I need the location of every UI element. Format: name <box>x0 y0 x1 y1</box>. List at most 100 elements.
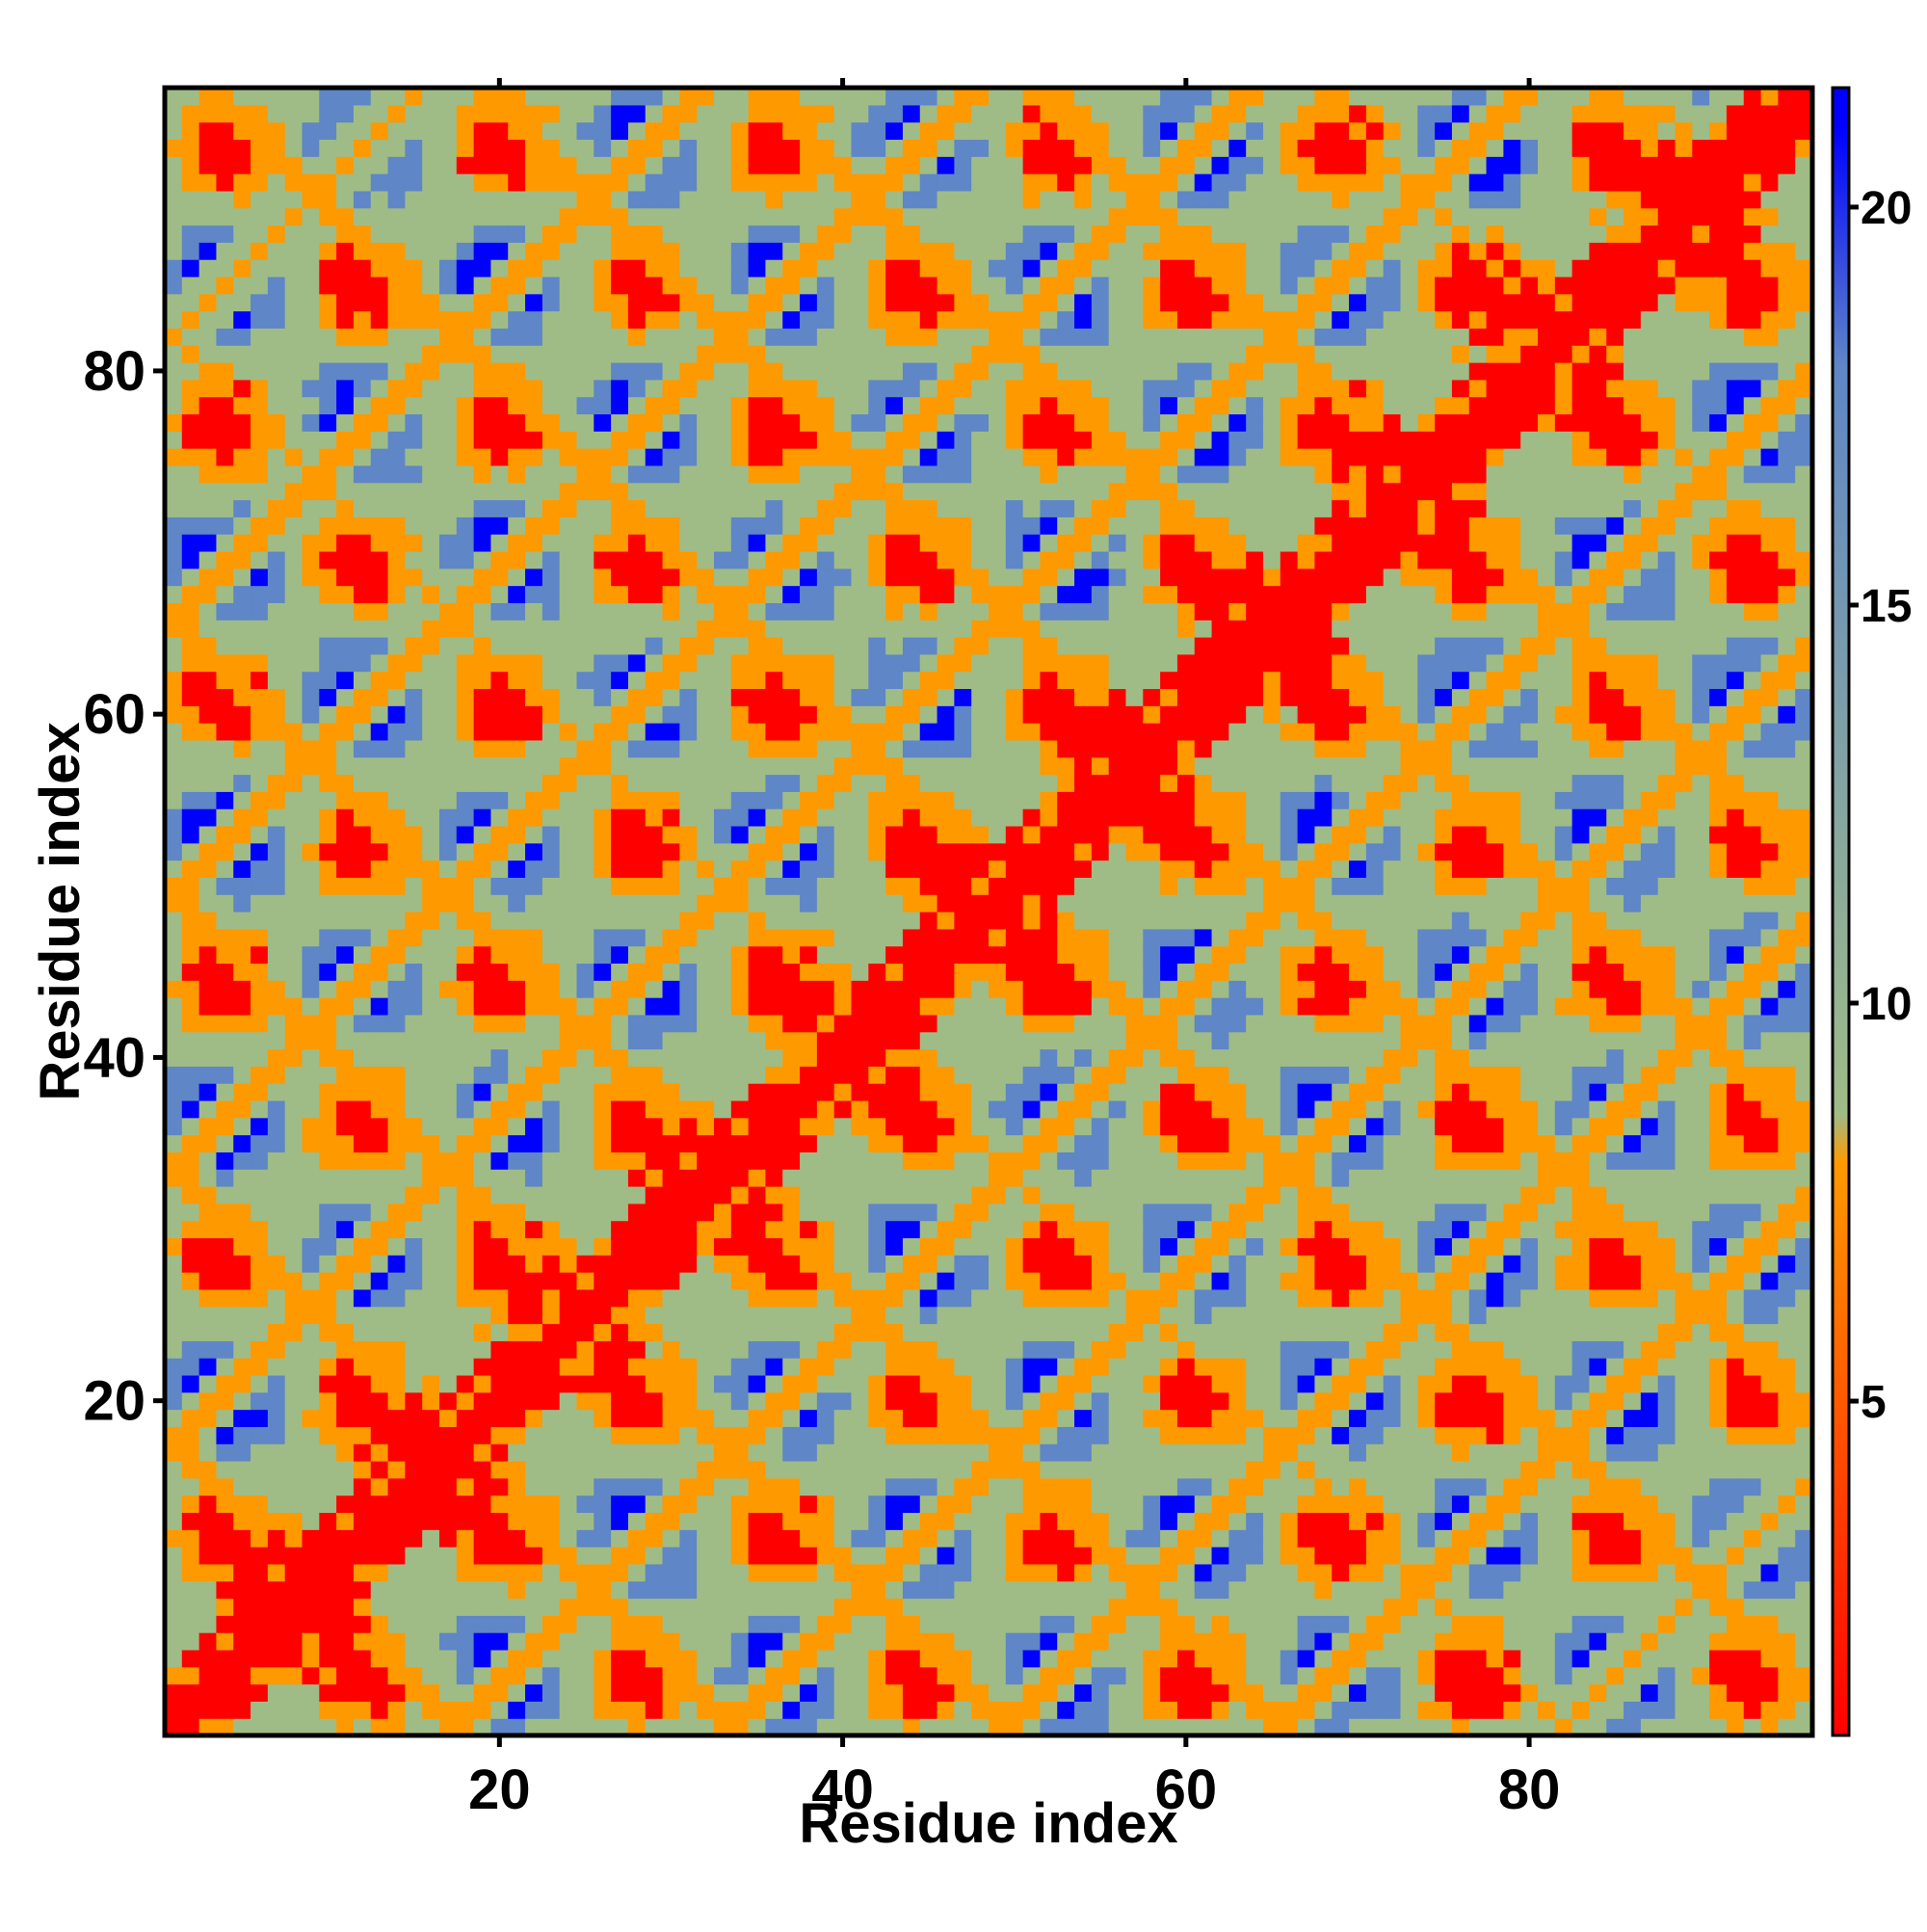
heatmap-cell <box>800 774 818 792</box>
heatmap-cell <box>782 1580 801 1600</box>
heatmap-cell <box>336 1288 355 1308</box>
heatmap-cell <box>576 534 594 552</box>
heatmap-cell <box>198 1134 218 1152</box>
heatmap-cell <box>284 88 304 106</box>
heatmap-cell <box>627 894 647 913</box>
heatmap-cell <box>730 756 750 776</box>
heatmap-cell <box>559 860 578 878</box>
heatmap-cell <box>662 1048 680 1067</box>
heatmap-cell <box>851 1186 869 1204</box>
heatmap-cell <box>267 464 286 484</box>
heatmap-cell <box>851 1409 869 1427</box>
heatmap-cell <box>919 1186 938 1204</box>
heatmap-cell <box>559 1649 578 1668</box>
heatmap-cell <box>490 1134 509 1152</box>
heatmap-cell <box>422 928 440 947</box>
heatmap-cell <box>611 156 629 174</box>
heatmap-cell <box>868 997 886 1016</box>
heatmap-cell <box>302 121 320 141</box>
heatmap-cell <box>971 688 990 706</box>
heatmap-cell <box>645 1443 664 1462</box>
heatmap-cell <box>833 1443 853 1462</box>
heatmap-cell <box>422 1512 440 1530</box>
heatmap-cell <box>336 1134 355 1152</box>
heatmap-cell <box>336 259 355 278</box>
heatmap-cell <box>251 1563 269 1582</box>
heatmap-cell <box>885 1615 904 1633</box>
heatmap-cell <box>833 1461 853 1479</box>
heatmap-cell <box>800 1203 818 1222</box>
heatmap-cell <box>611 1048 629 1067</box>
heatmap-cell <box>697 963 715 981</box>
heatmap-cell <box>490 482 509 501</box>
heatmap-cell <box>541 464 561 484</box>
heatmap-cell <box>353 207 372 226</box>
heatmap-cell <box>714 1495 732 1514</box>
heatmap-cell <box>765 705 783 724</box>
heatmap-cell <box>267 945 286 965</box>
heatmap-cell <box>456 637 475 655</box>
heatmap-cell <box>576 1461 594 1479</box>
heatmap-cell <box>662 448 680 466</box>
heatmap-cell <box>662 842 680 861</box>
heatmap-cell <box>611 1683 629 1702</box>
heatmap-cell <box>284 1288 304 1308</box>
heatmap-cell <box>594 1683 612 1702</box>
heatmap-cell <box>559 1237 578 1256</box>
heatmap-cell <box>645 1683 664 1702</box>
heatmap-cell <box>336 1358 355 1376</box>
heatmap-cell <box>937 928 955 947</box>
heatmap-cell <box>336 1701 355 1719</box>
heatmap-cell <box>919 156 938 174</box>
heatmap-cell <box>541 1099 561 1119</box>
heatmap-cell <box>697 860 715 878</box>
heatmap-cell <box>405 1461 423 1479</box>
heatmap-cell <box>851 448 869 466</box>
heatmap-cell <box>541 1391 561 1411</box>
heatmap-cell <box>1022 1666 1042 1685</box>
heatmap-cell <box>885 1048 904 1067</box>
heatmap-cell <box>233 88 251 106</box>
heatmap-cell <box>816 1632 835 1651</box>
heatmap-cell <box>251 894 269 913</box>
heatmap-cell <box>541 1288 561 1308</box>
heatmap-cell <box>319 1409 337 1427</box>
heatmap-cell <box>989 1580 1007 1600</box>
heatmap-cell <box>456 756 475 776</box>
heatmap-cell <box>1022 1701 1042 1719</box>
heatmap-cell <box>165 1220 183 1239</box>
heatmap-cell <box>971 653 990 673</box>
heatmap-cell <box>251 1391 269 1411</box>
heatmap-cell <box>748 1220 767 1239</box>
heatmap-cell <box>662 1169 680 1187</box>
heatmap-cell <box>541 1512 561 1530</box>
heatmap-cell <box>662 1288 680 1308</box>
heatmap-cell <box>954 1666 972 1685</box>
heatmap-cell <box>748 774 767 792</box>
heatmap-cell <box>198 482 218 501</box>
heatmap-cell <box>181 121 200 141</box>
heatmap-cell <box>576 997 594 1016</box>
heatmap-cell <box>490 963 509 981</box>
heatmap-cell <box>971 550 990 569</box>
heatmap-cell <box>748 464 767 484</box>
heatmap-cell <box>267 482 286 501</box>
heatmap-cell <box>181 1477 200 1496</box>
heatmap-cell <box>353 1409 372 1427</box>
heatmap-cell <box>1040 1718 1058 1736</box>
heatmap-cell <box>697 808 715 827</box>
heatmap-cell <box>165 1701 183 1719</box>
heatmap-cell <box>251 1374 269 1393</box>
heatmap-cell <box>714 1014 732 1033</box>
heatmap-cell <box>490 396 509 415</box>
heatmap-cell <box>473 1426 492 1444</box>
heatmap-cell <box>370 1666 389 1685</box>
heatmap-cell <box>902 791 921 809</box>
heatmap-cell <box>165 1151 183 1170</box>
heatmap-cell <box>405 1186 423 1204</box>
heatmap-cell <box>405 1237 423 1256</box>
heatmap-cell <box>319 1374 337 1393</box>
heatmap-cell <box>439 225 458 243</box>
heatmap-cell <box>594 1718 612 1736</box>
heatmap-cell <box>833 207 853 226</box>
